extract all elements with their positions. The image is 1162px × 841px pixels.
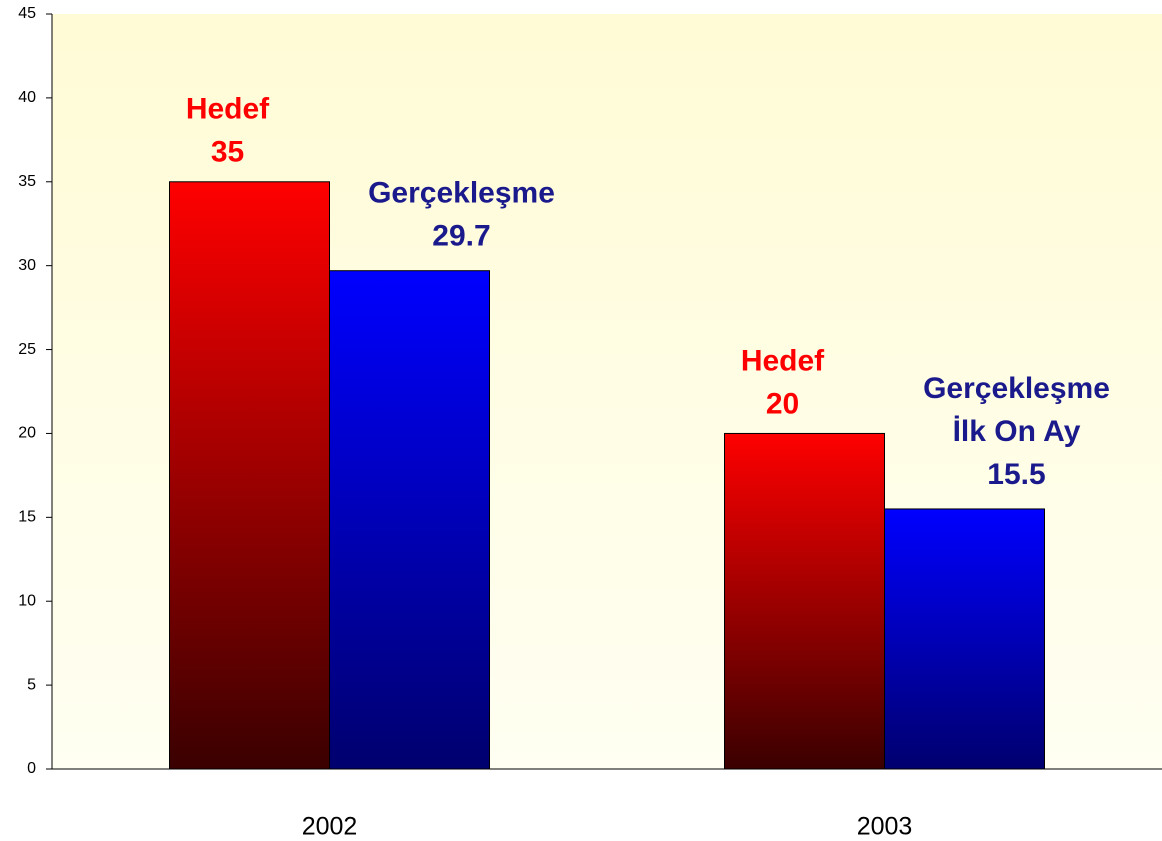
y-tick-label: 30 — [18, 257, 36, 274]
data-label: 29.7 — [432, 220, 490, 253]
y-tick-label: 5 — [27, 676, 36, 693]
bar — [169, 181, 330, 770]
y-tick-label: 25 — [18, 341, 36, 358]
label-text: Hedef — [186, 93, 270, 126]
y-tick-label: 35 — [18, 173, 36, 190]
y-tick-label: 10 — [18, 592, 36, 609]
y-tick-label: 0 — [27, 760, 36, 777]
x-tick-label: 2002 — [302, 813, 358, 841]
bar — [724, 432, 885, 770]
y-tick-label: 15 — [18, 509, 36, 526]
y-tick-label: 20 — [18, 425, 36, 442]
data-label: 20 — [766, 387, 799, 420]
label-text: Gerçekleşme — [368, 177, 555, 210]
data-label: 35 — [211, 136, 244, 169]
bar — [884, 508, 1045, 770]
label-text: Hedef — [741, 344, 825, 377]
bar — [329, 270, 490, 770]
data-label: 15.5 — [987, 458, 1045, 491]
y-tick-label: 40 — [18, 89, 36, 106]
y-tick-label: 45 — [18, 5, 36, 22]
label-text: Gerçekleşme — [923, 372, 1110, 405]
x-tick-label: 2003 — [857, 813, 913, 841]
label-text: İlk On Ay — [953, 415, 1081, 448]
